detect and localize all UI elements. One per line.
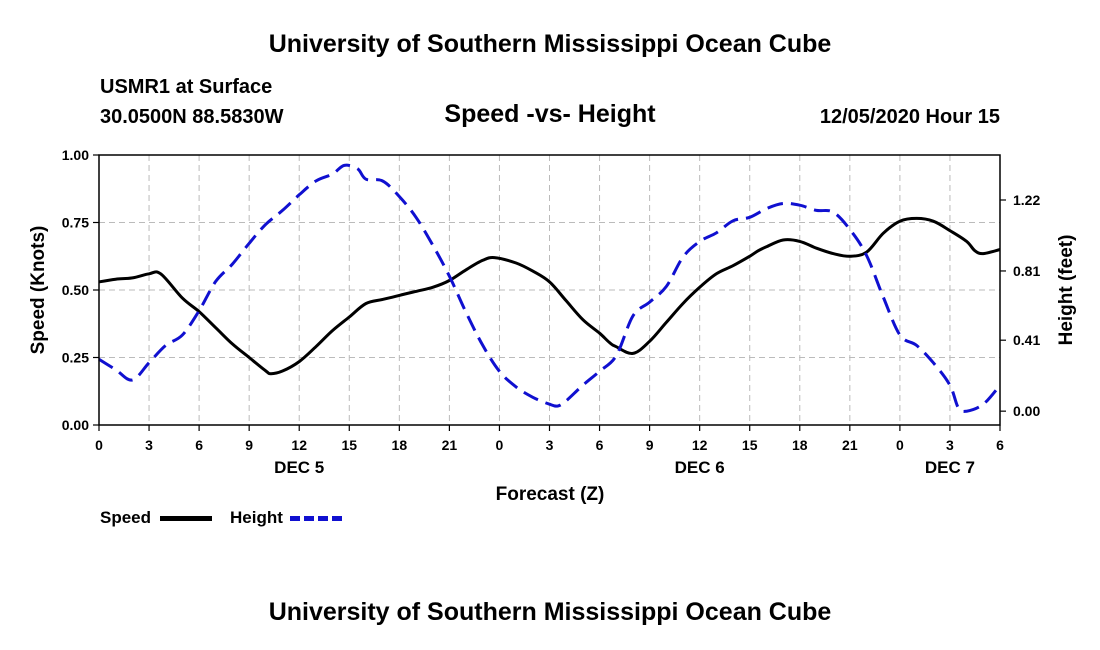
legend-speed-label: Speed [100,508,152,527]
page-footer-title: University of Southern Mississippi Ocean… [268,598,832,626]
y-axis-title-right: Height (feet) [1056,235,1077,346]
legend-height-label: Height [230,508,283,527]
x-tick-label: 3 [145,437,153,453]
legend-height-swatch [290,516,342,521]
x-tick-label: 9 [245,437,253,453]
x-tick-label: 6 [596,437,604,453]
y-left-tick-label: 0.00 [62,417,89,433]
station-label: USMR1 at Surface [100,76,273,98]
x-tick-label: 12 [692,437,708,453]
x-tick-label: 0 [896,437,904,453]
series-lines [98,163,1002,413]
x-tick-label: 21 [842,437,858,453]
x-tick-label: 18 [392,437,408,453]
y-axis-title-left: Speed (Knots) [28,226,49,355]
y-left-tick-label: 0.75 [62,215,89,231]
y-right-tick-label: 0.00 [1013,403,1040,419]
y-left-tick-label: 0.50 [62,282,89,298]
x-tick-label: 9 [646,437,654,453]
x-tick-label: 6 [996,437,1004,453]
day-label: DEC 6 [675,458,725,477]
x-tick-label: 3 [946,437,954,453]
y-right-tick-label: 0.41 [1013,332,1040,348]
y-left-tick-label: 0.25 [62,350,89,366]
y-right-tick-label: 1.22 [1013,192,1040,208]
x-tick-label: 3 [546,437,554,453]
y-right-tick-label: 0.81 [1013,263,1040,279]
x-tick-label: 6 [195,437,203,453]
legend-speed-swatch [160,516,212,521]
y-left-tick-label: 1.00 [62,147,89,163]
height-series-line [98,163,1002,413]
page-title: University of Southern Mississippi Ocean… [268,30,832,58]
x-tick-label: 15 [742,437,758,453]
station-coordinates: 30.0500N 88.5830W [100,106,284,128]
x-tick-label: 21 [442,437,458,453]
x-tick-label: 18 [792,437,808,453]
x-tick-label: 12 [291,437,307,453]
x-axis-title: Forecast (Z) [496,484,605,505]
day-label: DEC 7 [925,458,975,477]
forecast-datetime: 12/05/2020 Hour 15 [819,106,1000,128]
grid-lines [99,155,1000,425]
x-tick-label: 15 [341,437,357,453]
chart-subtitle: Speed -vs- Height [444,100,656,128]
day-label: DEC 5 [274,458,324,477]
speed-series-line [98,216,1001,376]
x-tick-label: 0 [95,437,103,453]
x-tick-label: 0 [496,437,504,453]
axes: 0 3 6 9 12 15 18 21 0 3 6 9 12 15 18 21 0 3 6 DEC 5 DEC 6 DEC… [62,147,1041,477]
